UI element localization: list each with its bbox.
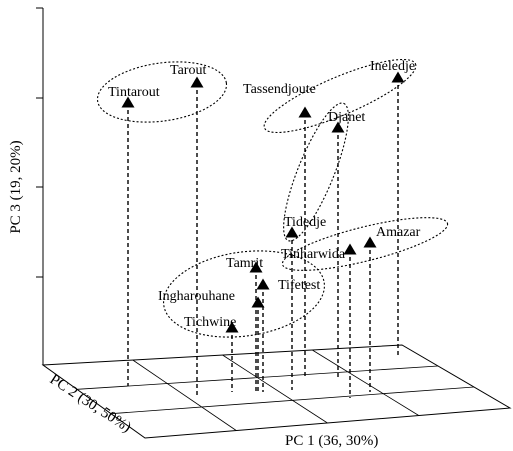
point-label-djanet: Djanet xyxy=(328,110,365,125)
point-marker-ineledje xyxy=(391,71,405,83)
floor-grid-line xyxy=(312,349,419,416)
point-label-tassendjoute: Tassendjoute xyxy=(243,82,316,97)
point-marker-ingharouhane xyxy=(251,296,265,308)
point-label-tifetest: Tifetest xyxy=(278,278,320,293)
y-axis-title: PC 2 (30, 50%) xyxy=(47,372,134,436)
cluster-ellipse-4 xyxy=(281,217,449,271)
point-markers xyxy=(121,71,405,333)
point-labels: Tintarout Tarout Tassendjoute Ineledje Djane… xyxy=(108,59,421,330)
point-label-ineledje: Ineledje xyxy=(370,59,415,74)
cluster-ellipse-2 xyxy=(263,58,417,134)
floor-grid-line xyxy=(132,359,237,431)
drop-lines xyxy=(127,78,399,398)
point-marker-djanet xyxy=(331,121,345,133)
vertical-axis xyxy=(36,7,44,365)
point-label-tichwine: Tichwine xyxy=(184,315,236,330)
point-label-ingharouhane: Ingharouhane xyxy=(158,289,235,304)
cluster-ellipses xyxy=(96,58,449,338)
x-axis-title: PC 1 (36, 30%) xyxy=(285,433,378,449)
point-label-amazar: Amazar xyxy=(376,225,421,240)
cluster-ellipse-3 xyxy=(283,102,349,242)
z-axis-title: PC 3 (19, 20%) xyxy=(8,140,24,233)
point-marker-tassendjoute xyxy=(298,106,312,118)
point-marker-tarout xyxy=(190,76,204,88)
point-label-tinharwida: Tinharwida xyxy=(281,247,346,262)
floor-grid xyxy=(41,344,512,439)
point-label-tamrit: Tamrit xyxy=(226,256,263,271)
point-marker-amazar xyxy=(363,236,377,248)
point-marker-tinharwida xyxy=(343,243,357,255)
point-marker-tintarout xyxy=(121,96,135,108)
cluster-ellipse-1 xyxy=(96,61,228,123)
point-label-tarout: Tarout xyxy=(170,63,206,78)
point-label-tintarout: Tintarout xyxy=(108,85,160,100)
point-marker-tifetest xyxy=(256,278,270,290)
floor-grid-line xyxy=(222,354,328,424)
cluster-ellipse-5 xyxy=(163,250,325,338)
point-marker-tamrit xyxy=(249,261,263,273)
point-label-tidedje: Tidedje xyxy=(284,215,326,230)
point-marker-tichwine xyxy=(225,321,239,333)
point-marker-tidedje xyxy=(285,226,299,238)
